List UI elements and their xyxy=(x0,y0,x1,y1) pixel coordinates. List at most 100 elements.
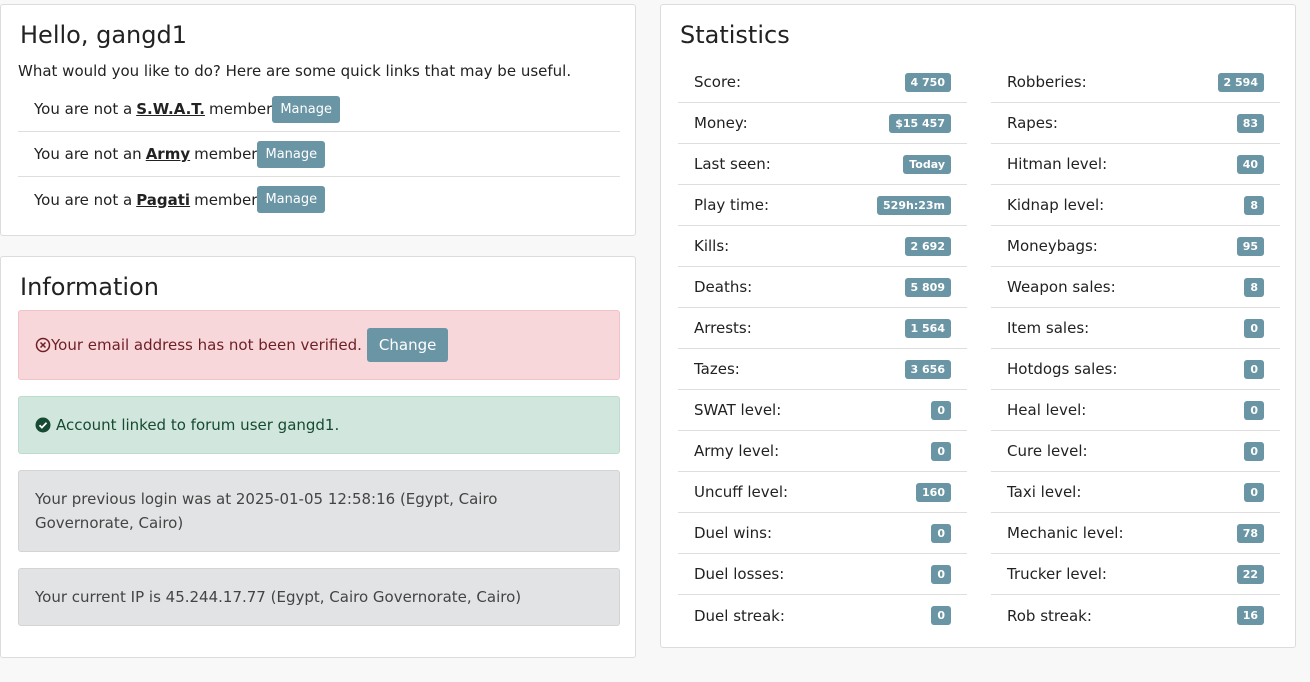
stat-value: 8 xyxy=(1244,277,1264,297)
stat-row: Trucker level: 22 xyxy=(991,554,1280,595)
stat-row: Rob streak: 16 xyxy=(991,595,1280,636)
information-panel: Information Your email address has not b… xyxy=(0,256,636,658)
stat-row: Kills: 2 692 xyxy=(678,226,967,267)
stat-value: 0 xyxy=(1244,359,1264,379)
group-link[interactable]: Pagati xyxy=(136,190,191,209)
text: member xyxy=(194,145,258,163)
alert-text: Your email address has not been verified… xyxy=(51,336,362,354)
stat-value: 95 xyxy=(1236,236,1264,256)
error-icon xyxy=(35,337,51,353)
stat-label: Weapon sales: xyxy=(1007,278,1116,296)
stat-row: Duel streak: 0 xyxy=(678,595,967,636)
stat-row: Item sales: 0 xyxy=(991,308,1280,349)
stat-row: Robberies: 2 594 xyxy=(991,62,1280,103)
stat-value: 3 656 xyxy=(904,359,951,379)
alert-text: Your previous login was at 2025-01-05 12… xyxy=(35,490,498,532)
stat-label: Last seen: xyxy=(694,155,771,173)
stat-label: Kidnap level: xyxy=(1007,196,1105,214)
stat-label: Score: xyxy=(694,73,742,91)
stat-label: Money: xyxy=(694,114,748,132)
stat-row: Duel wins: 0 xyxy=(678,513,967,554)
stat-row: Arrests: 1 564 xyxy=(678,308,967,349)
stat-value: 0 xyxy=(931,523,951,543)
membership-list: You are not a S.W.A.T. member Manage You ar… xyxy=(18,87,620,222)
text: You are not a xyxy=(34,100,133,118)
manage-button[interactable]: Manage xyxy=(272,95,340,123)
stat-value: 2 594 xyxy=(1217,72,1264,92)
stat-row: Tazes: 3 656 xyxy=(678,349,967,390)
stat-row: Moneybags: 95 xyxy=(991,226,1280,267)
stat-value: 0 xyxy=(931,441,951,461)
stat-value: 22 xyxy=(1236,564,1264,584)
greeting-title: Hello, gangd1 xyxy=(20,21,187,49)
stat-row: Mechanic level: 78 xyxy=(991,513,1280,554)
text: You are not a xyxy=(34,190,133,209)
text: member xyxy=(208,100,273,118)
stat-label: Cure level: xyxy=(1007,442,1088,460)
stat-row: Army level: 0 xyxy=(678,431,967,472)
alert-text: Account linked to forum user gangd1. xyxy=(56,416,340,434)
stats-column: Robberies: 2 594 Rapes: 83 Hitman level: 40 Ki… xyxy=(991,62,1280,636)
stat-value: 0 xyxy=(1244,441,1264,461)
stat-row: Play time: 529h:23m xyxy=(678,185,967,226)
stat-value: 83 xyxy=(1236,113,1264,133)
greeting-panel: Hello, gangd1 What would you like to do?… xyxy=(0,4,636,236)
stat-value: 2 692 xyxy=(904,236,951,256)
manage-button[interactable]: Manage xyxy=(257,186,326,213)
alert-text: Your current IP is 45.244.17.77 (Egypt, … xyxy=(35,588,522,606)
membership-row: You are not a Pagati member Manage xyxy=(18,177,620,222)
stat-value: 1 564 xyxy=(904,318,951,338)
stat-row: Kidnap level: 8 xyxy=(991,185,1280,226)
stat-label: Robberies: xyxy=(1007,73,1087,91)
stat-row: Last seen: Today xyxy=(678,144,967,185)
information-title: Information xyxy=(20,273,159,301)
stat-value: 4 750 xyxy=(904,72,951,92)
membership-row: You are not an Army member Manage xyxy=(18,132,620,177)
stat-value: 78 xyxy=(1236,523,1264,543)
stat-label: Play time: xyxy=(694,196,769,214)
stat-value: 0 xyxy=(1244,482,1264,502)
change-button[interactable]: Change xyxy=(366,328,449,362)
stat-label: Deaths: xyxy=(694,278,753,296)
stat-label: Duel wins: xyxy=(694,524,773,542)
statistics-panel: Statistics Score: 4 750 Money: $15 457 Last … xyxy=(660,4,1296,648)
stat-row: SWAT level: 0 xyxy=(678,390,967,431)
stat-value: 40 xyxy=(1236,154,1264,174)
stat-value: $15 457 xyxy=(889,113,951,133)
manage-button[interactable]: Manage xyxy=(257,140,326,168)
stat-label: Kills: xyxy=(694,237,730,255)
group-link[interactable]: Army xyxy=(145,145,191,163)
stat-row: Deaths: 5 809 xyxy=(678,267,967,308)
stat-label: Taxi level: xyxy=(1007,483,1082,501)
stat-row: Money: $15 457 xyxy=(678,103,967,144)
stat-row: Hotdogs sales: 0 xyxy=(991,349,1280,390)
stat-label: Uncuff level: xyxy=(694,483,789,501)
stat-value: 0 xyxy=(931,400,951,420)
stat-label: SWAT level: xyxy=(694,401,782,419)
stat-value: 0 xyxy=(1244,318,1264,338)
text: You are not an xyxy=(34,145,142,163)
stat-row: Uncuff level: 160 xyxy=(678,472,967,513)
stat-label: Item sales: xyxy=(1007,319,1090,337)
current-ip: Your current IP is 45.244.17.77 (Egypt, … xyxy=(18,568,620,626)
stat-label: Rapes: xyxy=(1007,114,1058,132)
stat-row: Rapes: 83 xyxy=(991,103,1280,144)
stat-value: Today xyxy=(903,154,951,174)
forum-alert: Account linked to forum user gangd1. xyxy=(18,396,620,454)
stat-label: Rob streak: xyxy=(1007,606,1092,625)
stat-value: 16 xyxy=(1236,606,1264,625)
stat-value: 529h:23m xyxy=(877,195,951,215)
stat-label: Duel losses: xyxy=(694,565,785,583)
stat-value: 5 809 xyxy=(904,277,951,297)
stat-row: Duel losses: 0 xyxy=(678,554,967,595)
text: member xyxy=(194,190,258,209)
stat-row: Cure level: 0 xyxy=(991,431,1280,472)
stat-value: 0 xyxy=(1244,400,1264,420)
group-link[interactable]: S.W.A.T. xyxy=(136,100,205,118)
stat-label: Arrests: xyxy=(694,319,752,337)
stat-row: Weapon sales: 8 xyxy=(991,267,1280,308)
email-alert: Your email address has not been verified… xyxy=(18,310,620,380)
stat-value: 0 xyxy=(931,564,951,584)
stat-label: Army level: xyxy=(694,442,780,460)
